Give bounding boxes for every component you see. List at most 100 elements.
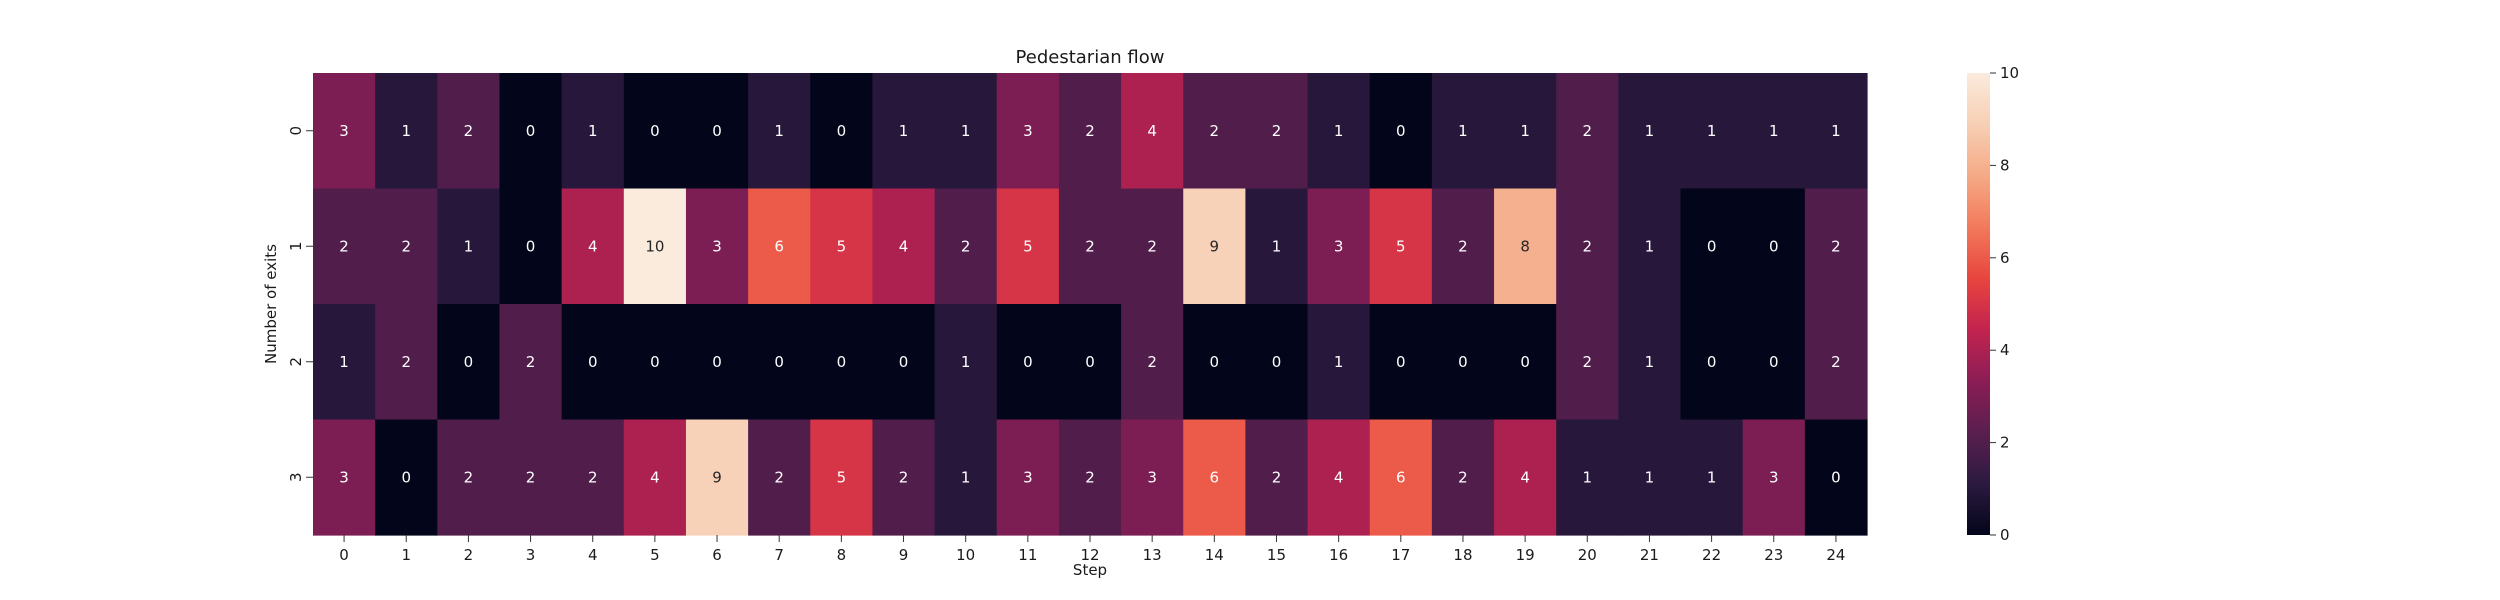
cell-value-label: 1 bbox=[961, 468, 971, 486]
colorbar-tick-label: 0 bbox=[2000, 526, 2010, 544]
cell-value-label: 0 bbox=[712, 353, 722, 371]
cell-value-label: 4 bbox=[899, 237, 909, 255]
heatmap-cell bbox=[375, 73, 438, 190]
heatmap-cell bbox=[934, 73, 998, 190]
heatmap-cell bbox=[623, 419, 687, 536]
x-tick-label: 11 bbox=[1018, 546, 1037, 564]
cell-value-label: 2 bbox=[1831, 353, 1841, 371]
cell-value-label: 4 bbox=[1520, 468, 1530, 486]
heatmap-cell bbox=[1058, 419, 1122, 536]
cell-value-label: 0 bbox=[1023, 353, 1033, 371]
heatmap-cell bbox=[872, 73, 936, 190]
heatmap-cell bbox=[934, 304, 998, 421]
heatmap-cell bbox=[623, 73, 687, 190]
heatmap-cell bbox=[1121, 188, 1184, 305]
cell-value-label: 2 bbox=[1272, 122, 1282, 140]
heatmap-cell bbox=[1183, 419, 1246, 536]
y-axis-title: Number of exits bbox=[262, 244, 280, 364]
cell-value-label: 0 bbox=[712, 122, 722, 140]
cell-value-label: 1 bbox=[1645, 122, 1655, 140]
x-tick-label: 22 bbox=[1702, 546, 1721, 564]
x-tick-label: 15 bbox=[1267, 546, 1286, 564]
x-tick-label: 23 bbox=[1764, 546, 1783, 564]
heatmap-cell bbox=[437, 188, 501, 305]
heatmap-cell bbox=[313, 73, 376, 190]
cell-value-label: 10 bbox=[645, 237, 664, 255]
heatmap-cell bbox=[996, 419, 1060, 536]
cell-value-label: 0 bbox=[1707, 353, 1717, 371]
heatmap-cell bbox=[313, 188, 376, 305]
cell-value-label: 1 bbox=[1272, 237, 1282, 255]
x-tick-label: 17 bbox=[1391, 546, 1410, 564]
cell-value-label: 0 bbox=[1769, 353, 1779, 371]
heatmap-cell bbox=[623, 188, 687, 305]
heatmap-cell bbox=[1494, 419, 1557, 536]
x-tick-label: 6 bbox=[712, 546, 722, 564]
x-tick-label: 3 bbox=[526, 546, 536, 564]
heatmap-cell bbox=[1121, 304, 1184, 421]
heatmap-cell bbox=[1307, 419, 1371, 536]
heatmap-cell bbox=[996, 188, 1060, 305]
heatmap-cell bbox=[1618, 73, 1682, 190]
heatmap-cell bbox=[872, 419, 936, 536]
heatmap-cell bbox=[1742, 188, 1806, 305]
heatmap-cell bbox=[1556, 73, 1619, 190]
cell-value-label: 2 bbox=[1458, 237, 1468, 255]
colorbar: 0 2 4 6 8 10 bbox=[1967, 64, 2019, 544]
heatmap-cell bbox=[1245, 419, 1309, 536]
heatmap-cell bbox=[499, 419, 563, 536]
heatmap-cell bbox=[1369, 304, 1433, 421]
heatmap-cell bbox=[1183, 188, 1246, 305]
cell-value-label: 3 bbox=[1023, 122, 1033, 140]
heatmap-cell bbox=[499, 73, 563, 190]
cell-value-label: 3 bbox=[1023, 468, 1033, 486]
x-tick-label: 12 bbox=[1080, 546, 1099, 564]
heatmap-cell bbox=[748, 73, 811, 190]
heatmap-cell bbox=[1556, 188, 1619, 305]
heatmap-cell bbox=[810, 419, 874, 536]
heatmap-cell bbox=[561, 304, 625, 421]
x-tick-label: 0 bbox=[339, 546, 349, 564]
cell-value-label: 2 bbox=[1458, 468, 1468, 486]
heatmap-cell bbox=[1121, 73, 1184, 190]
heatmap-cell bbox=[375, 188, 438, 305]
cell-value-label: 1 bbox=[961, 353, 971, 371]
cell-value-label: 2 bbox=[1147, 237, 1157, 255]
heatmap-cell bbox=[375, 419, 438, 536]
heatmap-cell bbox=[1494, 188, 1557, 305]
heatmap-cell bbox=[1058, 304, 1122, 421]
x-tick-label: 1 bbox=[401, 546, 411, 564]
y-tick-label: 3 bbox=[287, 472, 305, 482]
cell-value-label: 0 bbox=[837, 122, 847, 140]
heatmap-cell bbox=[1618, 419, 1682, 536]
heatmap-cell bbox=[1431, 419, 1495, 536]
heatmap-cell bbox=[1369, 188, 1433, 305]
heatmap-cell bbox=[1307, 304, 1371, 421]
cell-value-label: 4 bbox=[1334, 468, 1344, 486]
heatmap-cell bbox=[1804, 188, 1868, 305]
heatmap-cell bbox=[748, 188, 811, 305]
x-tick-label: 14 bbox=[1205, 546, 1224, 564]
cell-value-label: 0 bbox=[526, 122, 536, 140]
cell-value-label: 2 bbox=[1085, 122, 1095, 140]
heatmap-cell bbox=[1618, 188, 1682, 305]
cell-value-label: 0 bbox=[1520, 353, 1530, 371]
heatmap-cell bbox=[934, 419, 998, 536]
cell-value-label: 0 bbox=[464, 353, 474, 371]
y-tick-label: 2 bbox=[287, 357, 305, 367]
colorbar-tick-label: 10 bbox=[2000, 64, 2019, 82]
heatmap-cell bbox=[1183, 304, 1246, 421]
x-tick-label: 19 bbox=[1516, 546, 1535, 564]
cell-value-label: 2 bbox=[401, 237, 411, 255]
heatmap-cell bbox=[872, 304, 936, 421]
cell-value-label: 0 bbox=[1707, 237, 1717, 255]
heatmap-cell bbox=[934, 188, 998, 305]
cell-value-label: 0 bbox=[1085, 353, 1095, 371]
cell-value-label: 0 bbox=[526, 237, 536, 255]
cell-value-label: 2 bbox=[1583, 122, 1593, 140]
cell-value-label: 0 bbox=[1458, 353, 1468, 371]
cell-value-label: 1 bbox=[1769, 122, 1779, 140]
heatmap-cell bbox=[748, 419, 811, 536]
heatmap-cell bbox=[623, 304, 687, 421]
cell-value-label: 2 bbox=[526, 468, 536, 486]
